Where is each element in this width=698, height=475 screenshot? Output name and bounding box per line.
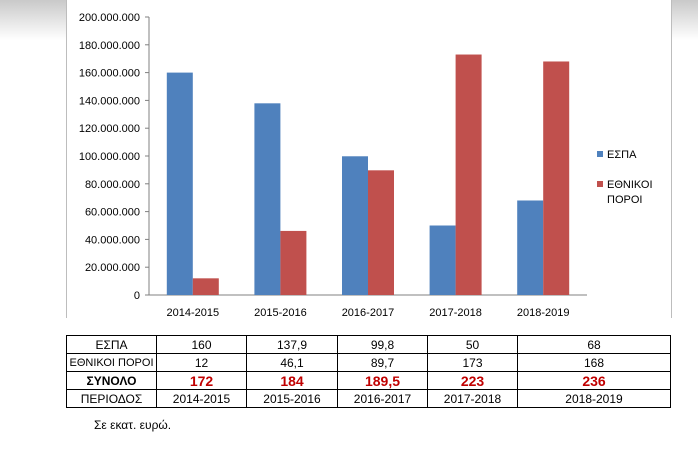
bar (166, 72, 193, 295)
table-cell: 89,7 (337, 353, 428, 372)
y-tick-label: 60.000.000 (85, 207, 140, 219)
x-tick-label: 2016-2017 (342, 307, 395, 318)
legend-label: ΕΣΠΑ (607, 149, 637, 161)
y-tick-label: 0 (134, 290, 140, 302)
y-tick-label: 140.000.000 (79, 95, 140, 107)
bar (192, 278, 219, 295)
table-cell: 12 (156, 353, 247, 372)
legend-swatch (597, 151, 603, 157)
table-cell: 2015-2016 (246, 389, 338, 408)
table-row-period: ΠΕΡΙΟΔΟΣ 2014-2015 2015-2016 2016-2017 2… (66, 389, 671, 408)
bar (342, 156, 368, 295)
table-row-espa: ΕΣΠΑ 160 137,9 99,8 50 68 (66, 335, 671, 354)
row-label: ΕΘΝΙΚΟΙ ΠΟΡΟΙ (66, 353, 157, 372)
row-label: ΣΥΝΟΛΟ (66, 371, 157, 390)
bar (455, 54, 482, 295)
table-cell: 172 (156, 371, 247, 390)
table-cell: 168 (517, 353, 671, 372)
table-cell: 2014-2015 (156, 389, 247, 408)
x-tick-label: 2017-2018 (429, 307, 482, 318)
bar-chart: 0 20.000.000 40.000.000 60.000.000 80.000.00… (79, 12, 653, 318)
footnote: Σε εκατ. ευρώ. (94, 418, 172, 432)
table-cell: 223 (427, 371, 518, 390)
y-tick-label: 120.000.000 (79, 123, 140, 135)
table-cell: 2016-2017 (337, 389, 428, 408)
bar (429, 225, 456, 295)
x-tick-label: 2015-2016 (254, 307, 307, 318)
y-tick-label: 160.000.000 (79, 68, 140, 80)
table-cell: 68 (517, 335, 671, 354)
bar (368, 170, 394, 295)
y-tick-label: 100.000.000 (79, 151, 140, 163)
table-cell: 99,8 (337, 335, 428, 354)
table-cell: 2018-2019 (517, 389, 671, 408)
bar (254, 103, 281, 295)
legend-label: ΕΘΝΙΚΟΙ (607, 179, 653, 191)
table-cell: 46,1 (246, 353, 338, 372)
y-tick-label: 80.000.000 (85, 179, 140, 191)
table-cell: 173 (427, 353, 518, 372)
y-tick-label: 180.000.000 (79, 40, 140, 52)
table-cell: 2017-2018 (427, 389, 518, 408)
table-cell: 236 (517, 371, 671, 390)
row-label: ΕΣΠΑ (66, 335, 157, 354)
y-tick-label: 20.000.000 (85, 262, 140, 274)
y-tick-label: 200.000.000 (79, 12, 140, 24)
table-cell: 184 (246, 371, 338, 390)
legend-swatch (597, 181, 603, 187)
row-label: ΠΕΡΙΟΔΟΣ (66, 389, 157, 408)
table-row-national: ΕΘΝΙΚΟΙ ΠΟΡΟΙ 12 46,1 89,7 173 168 (66, 353, 671, 372)
bar (280, 230, 307, 295)
table-row-total: ΣΥΝΟΛΟ 172 184 189,5 223 236 (66, 371, 671, 390)
chart-frame: 0 20.000.000 40.000.000 60.000.000 80.000.00… (66, 0, 672, 318)
x-tick-label: 2018-2019 (517, 307, 570, 318)
table-cell: 50 (427, 335, 518, 354)
table-cell: 137,9 (246, 335, 338, 354)
table-cell: 160 (156, 335, 247, 354)
bar (543, 61, 570, 296)
table-cell: 189,5 (337, 371, 428, 390)
bar (517, 200, 544, 295)
x-tick-label: 2014-2015 (166, 307, 219, 318)
data-table: ΕΣΠΑ 160 137,9 99,8 50 68 ΕΘΝΙΚΟΙ ΠΟΡΟΙ … (66, 335, 671, 408)
legend-label: ΠΟΡΟΙ (607, 194, 642, 206)
y-tick-label: 40.000.000 (85, 234, 140, 246)
